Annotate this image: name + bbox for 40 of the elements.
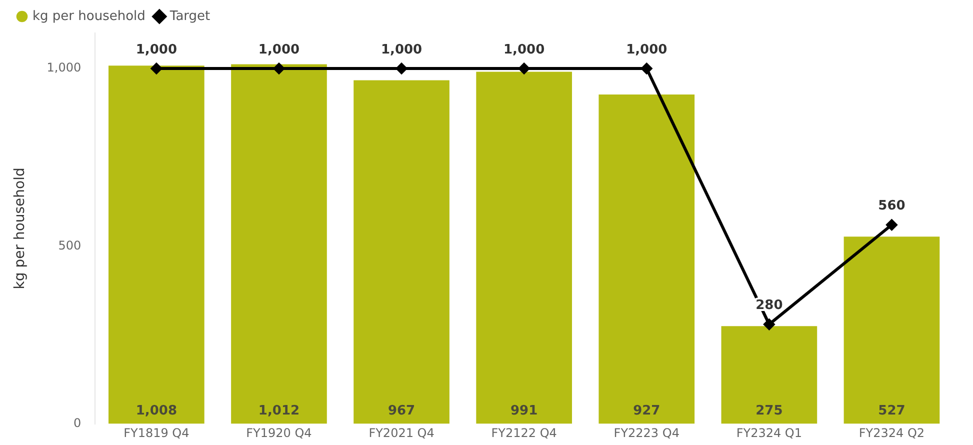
data-label: 275	[756, 404, 783, 419]
x-tick-label: FY1920 Q4	[246, 426, 312, 440]
data-label: 991	[510, 404, 538, 419]
data-label: 927	[633, 404, 660, 419]
y-tick-label: 0	[74, 416, 82, 430]
x-tick-label: FY2324 Q2	[858, 426, 925, 440]
y-tick-label: 1,000	[46, 60, 82, 75]
x-tick-label: FY2324 Q1	[736, 426, 802, 440]
point	[641, 63, 652, 74]
point	[396, 63, 408, 74]
bar	[598, 94, 695, 424]
data-label: 1,008	[136, 404, 177, 419]
y-tick-label: 500	[58, 238, 82, 252]
point	[518, 63, 530, 74]
data-label: 1,000	[380, 42, 422, 58]
data-label: 1,000	[258, 42, 300, 58]
legend-label: kg per household	[32, 8, 146, 24]
data-label: 1,012	[258, 404, 300, 419]
data-label: 527	[878, 404, 906, 419]
legend-label: Target	[168, 8, 210, 24]
bar	[108, 66, 204, 424]
bar	[476, 72, 572, 424]
data-label: 560	[878, 198, 906, 214]
point	[150, 63, 162, 74]
data-label: 1,000	[504, 42, 545, 58]
bar	[844, 236, 940, 424]
bar	[721, 326, 818, 424]
point	[764, 318, 775, 330]
data-label: 967	[388, 404, 416, 419]
data-label: 1,000	[626, 42, 668, 58]
x-tick-label: FY2021 Q4	[368, 426, 434, 440]
point	[273, 63, 284, 74]
data-label: 1,000	[136, 42, 177, 58]
x-tick-label: FY2122 Q4	[491, 426, 557, 440]
bar	[231, 64, 327, 424]
bar	[354, 80, 450, 424]
x-tick-label: FY1819 Q4	[124, 426, 190, 440]
y-axis-title: kg per household	[12, 168, 28, 290]
x-tick-label: FY2223 Q4	[614, 426, 680, 440]
point	[886, 219, 898, 230]
